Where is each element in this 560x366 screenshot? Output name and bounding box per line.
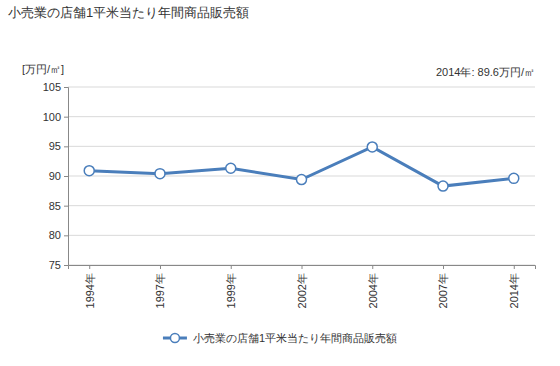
grid-line: [68, 235, 535, 236]
x-tick-mark: [160, 265, 161, 269]
x-tick: 2007年: [437, 265, 449, 308]
x-tick: 1999年: [225, 265, 237, 308]
y-tick-mark: [64, 235, 68, 236]
y-tick-mark: [64, 265, 68, 266]
y-axis-line: [64, 88, 69, 266]
title: 小売業の店舗1平米当たり年間商品販売額: [8, 5, 249, 20]
legend: 小売業の店舗1平米当たり年間商品販売額: [163, 332, 397, 344]
chart: 小売業の店舗1平米当たり年間商品販売額 [万円/㎡] 2014年: 89.6万円/㎡…: [0, 0, 560, 366]
y-tick-mark: [64, 87, 68, 88]
x-tick-label: 2004年: [367, 273, 379, 308]
y-tick: 75: [49, 259, 68, 271]
grid-line: [68, 87, 535, 88]
marker: [438, 181, 448, 191]
annotation: 2014年: 89.6万円/㎡: [436, 66, 535, 78]
x-tick-mark: [372, 265, 373, 269]
y-tick: 80: [49, 229, 68, 241]
x-tick-label: 2007年: [437, 273, 449, 308]
x-axis: 1994年 1997年 1999年 2002年 2004年 2007年 2014年: [69, 265, 536, 308]
x-axis-line: [69, 266, 536, 270]
x-tick-label: 1999年: [225, 273, 237, 308]
y-tick-label: 75: [49, 259, 61, 271]
marker: [367, 142, 377, 152]
marker: [297, 175, 307, 185]
grid: [68, 87, 535, 265]
y-tick-label: 90: [49, 170, 61, 182]
y-tick-mark: [64, 176, 68, 177]
y-tick-label: 85: [49, 200, 61, 212]
x-tick: 2002年: [296, 265, 308, 308]
x-tick: 1997年: [154, 265, 166, 308]
x-tick-label: 1997年: [154, 273, 166, 308]
line: [89, 147, 514, 186]
legend-label: 小売業の店舗1平米当たり年間商品販売額: [193, 332, 397, 344]
y-tick-label: 100: [43, 111, 61, 123]
y-tick-mark: [64, 117, 68, 118]
plot: 75 80 85 90 95 100 105 1994年 1997年 1999年 2002年 2004…: [43, 81, 536, 308]
grid-line: [68, 146, 535, 147]
x-tick-mark: [302, 265, 303, 269]
y-tick-label: 95: [49, 140, 61, 152]
x-tick-label: 1994年: [84, 273, 96, 308]
series-group: [84, 142, 519, 191]
x-tick: 2014年: [508, 265, 520, 308]
y-axis-label: [万円/㎡]: [22, 63, 64, 75]
legend-marker: [170, 334, 179, 343]
y-tick: 105: [43, 81, 68, 93]
y-axis: 75 80 85 90 95 100 105: [43, 81, 69, 271]
y-tick: 100: [43, 111, 68, 123]
y-tick-mark: [64, 146, 68, 147]
legend-item: 小売業の店舗1平米当たり年間商品販売額: [163, 332, 397, 344]
y-tick-label: 105: [43, 81, 61, 93]
grid-line: [68, 205, 535, 206]
marker: [155, 169, 165, 179]
x-tick: 2004年: [367, 265, 379, 308]
marker: [509, 173, 519, 183]
marker: [226, 163, 236, 173]
x-tick: 1994年: [84, 265, 96, 308]
x-tick-mark: [89, 265, 90, 269]
x-tick-mark: [443, 265, 444, 269]
y-tick-mark: [64, 206, 68, 207]
x-tick-label: 2002年: [296, 273, 308, 308]
y-tick-label: 80: [49, 229, 61, 241]
x-tick-mark: [514, 265, 515, 269]
x-tick-mark: [231, 265, 232, 269]
marker: [84, 166, 94, 176]
x-tick-label: 2014年: [508, 273, 520, 308]
y-tick: 85: [49, 200, 68, 212]
grid-line: [68, 116, 535, 117]
y-tick: 90: [49, 170, 68, 182]
y-tick: 95: [49, 140, 68, 152]
